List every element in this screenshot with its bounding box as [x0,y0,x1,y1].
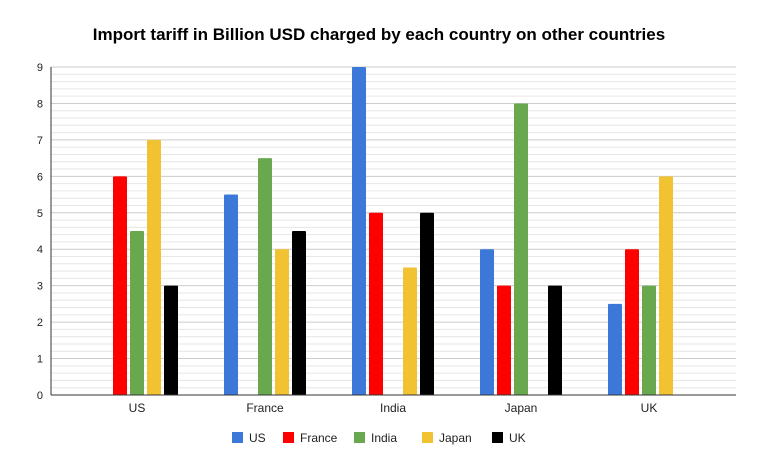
bar-france-us [113,176,127,395]
y-tick-label: 1 [37,354,43,366]
bars [113,67,673,395]
bar-japan-uk [659,176,673,395]
bar-japan-france [275,249,289,395]
legend-label-uk: UK [509,431,526,445]
bar-india-us [130,231,144,395]
y-tick-label: 4 [37,244,43,256]
chart-title: Import tariff in Billion USD charged by … [93,25,665,44]
legend-swatch-us [232,432,243,443]
y-tick-label: 8 [37,98,43,110]
bar-us-japan [480,249,494,395]
legend-swatch-uk [492,432,503,443]
y-tick-label: 7 [37,135,43,147]
legend-swatch-india [354,432,365,443]
y-tick-label: 2 [37,317,43,329]
y-tick-label: 5 [37,208,43,220]
bar-japan-india [403,267,417,395]
bar-uk-france [292,231,306,395]
legend-label-us: US [249,431,266,445]
bar-us-india [352,67,366,395]
legend-label-japan: Japan [439,431,472,445]
bar-india-uk [642,285,656,395]
bar-france-india [369,212,383,395]
bar-france-uk [625,249,639,395]
axes: 0 1 2 3 4 5 6 7 8 9 US France India Japan UK [37,62,736,415]
legend: US France India Japan UK [232,431,526,445]
bar-japan-us [147,139,161,395]
legend-label-france: France [300,431,338,445]
x-tick-label: India [380,401,406,415]
legend-swatch-japan [422,432,433,443]
x-tick-label: France [246,401,284,415]
y-tick-label: 9 [37,62,43,74]
bar-india-japan [514,103,528,395]
bar-india-france [258,158,272,395]
legend-swatch-france [283,432,294,443]
y-tick-label: 0 [37,390,43,402]
bar-france-japan [497,285,511,395]
bar-us-uk [608,303,622,395]
bar-uk-us [164,285,178,395]
legend-label-india: India [371,431,397,445]
y-tick-label: 3 [37,281,43,293]
x-tick-label: US [129,401,146,415]
bar-us-france [224,194,238,395]
x-tick-label: Japan [505,401,538,415]
x-tick-label: UK [641,401,658,415]
bar-uk-japan [548,285,562,395]
y-tick-label: 6 [37,171,43,183]
bar-uk-india [420,212,434,395]
